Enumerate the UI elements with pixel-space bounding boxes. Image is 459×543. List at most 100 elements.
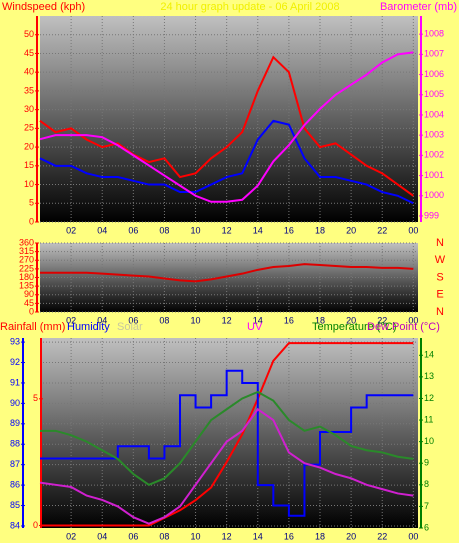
x-tick-label: 14 bbox=[253, 531, 263, 541]
x-tick-label: 04 bbox=[97, 531, 107, 541]
x-tick-label: 02 bbox=[66, 531, 76, 541]
y-tick-label: 315 bbox=[19, 246, 34, 256]
plot-area bbox=[40, 16, 418, 222]
y-tick-label: 0 bbox=[29, 306, 34, 316]
y-tick-label: 225 bbox=[19, 263, 34, 273]
y-tick-label: 15 bbox=[24, 160, 34, 170]
y-tick-label: 84 bbox=[10, 520, 20, 530]
y-tick-label: 9 bbox=[424, 458, 429, 468]
series-label: Solar bbox=[117, 321, 143, 333]
x-tick-label: 02 bbox=[66, 225, 76, 235]
y-tick-label: 270 bbox=[19, 255, 34, 265]
series-line bbox=[40, 342, 414, 527]
x-tick-label: 04 bbox=[97, 315, 107, 325]
y-tick-label: 93 bbox=[10, 336, 20, 346]
series-line bbox=[39, 119, 414, 205]
x-tick-label: 20 bbox=[346, 315, 356, 325]
y-tick-label: 88 bbox=[10, 439, 20, 449]
series-line bbox=[40, 390, 414, 486]
y-tick-label: 1008 bbox=[424, 29, 444, 39]
x-tick-label: 06 bbox=[128, 531, 138, 541]
x-tick-label: 22 bbox=[377, 531, 387, 541]
compass-label: W bbox=[435, 254, 446, 266]
x-tick-label: 20 bbox=[346, 531, 356, 541]
y-tick-label: 1007 bbox=[424, 49, 444, 59]
y-tick-label: 180 bbox=[19, 272, 34, 282]
y-tick-label: 5 bbox=[29, 198, 34, 208]
x-tick-label: 14 bbox=[253, 225, 263, 235]
y-tick-label: 1000 bbox=[424, 190, 444, 200]
y-tick-label: 1004 bbox=[424, 109, 444, 119]
y-tick-label: 1001 bbox=[424, 170, 444, 180]
y-tick-label: 1003 bbox=[424, 130, 444, 140]
series-label: Humidity bbox=[67, 321, 110, 333]
y-tick-label: 0 bbox=[29, 216, 34, 226]
series-line bbox=[40, 369, 414, 517]
y-tick-label: 14 bbox=[424, 350, 434, 360]
y-tick-label: 135 bbox=[19, 281, 34, 291]
compass-label: S bbox=[436, 271, 443, 283]
y-tick-label: 50 bbox=[24, 29, 34, 39]
x-tick-label: 16 bbox=[284, 531, 294, 541]
compass-label: N bbox=[436, 237, 444, 249]
series-line bbox=[39, 407, 414, 525]
y-tick-label: 87 bbox=[10, 459, 20, 469]
x-tick-label: 02 bbox=[66, 315, 76, 325]
compass-label: N bbox=[436, 306, 444, 318]
y-tick-label: 35 bbox=[24, 85, 34, 95]
y-tick-label: 45 bbox=[24, 48, 34, 58]
x-tick-label: 22 bbox=[377, 315, 387, 325]
y-tick-label: 90 bbox=[10, 398, 20, 408]
y-tick-label: 10 bbox=[24, 179, 34, 189]
y-tick-label: 12 bbox=[424, 393, 434, 403]
y-tick-label: 85 bbox=[10, 500, 20, 510]
y-tick-label: 90 bbox=[24, 289, 34, 299]
x-tick-label: 20 bbox=[346, 225, 356, 235]
x-tick-label: 06 bbox=[128, 225, 138, 235]
series-label: Rainfall (mm) bbox=[0, 321, 65, 333]
x-tick-label: 08 bbox=[159, 225, 169, 235]
y-tick-label: 92 bbox=[10, 357, 20, 367]
x-tick-label: 18 bbox=[315, 225, 325, 235]
x-tick-label: 06 bbox=[128, 315, 138, 325]
y-tick-label: 86 bbox=[10, 479, 20, 489]
y-tick-label: 10 bbox=[424, 436, 434, 446]
x-tick-label: 00 bbox=[408, 315, 418, 325]
x-tick-label: 08 bbox=[159, 531, 169, 541]
y-tick-label: 1006 bbox=[424, 69, 444, 79]
y-tick-label: 91 bbox=[10, 377, 20, 387]
x-tick-label: 10 bbox=[191, 531, 201, 541]
title: 24 hour graph update - 06 April 2008 bbox=[160, 1, 339, 13]
x-tick-label: 14 bbox=[253, 315, 263, 325]
x-tick-label: 00 bbox=[408, 225, 418, 235]
wind-label: Windspeed (kph) bbox=[2, 1, 85, 13]
x-tick-label: 04 bbox=[97, 225, 107, 235]
x-tick-label: 12 bbox=[222, 225, 232, 235]
plot-area bbox=[40, 338, 418, 528]
series-label: Temperature (°C) bbox=[312, 321, 396, 333]
compass-label: E bbox=[436, 289, 443, 301]
y-tick-label: 0 bbox=[33, 520, 38, 530]
x-tick-label: 12 bbox=[222, 315, 232, 325]
y-tick-label: 13 bbox=[424, 371, 434, 381]
y-tick-label: 11 bbox=[424, 414, 433, 424]
x-tick-label: 00 bbox=[408, 531, 418, 541]
y-tick-label: 8 bbox=[424, 479, 429, 489]
y-tick-label: 45 bbox=[24, 298, 34, 308]
x-tick-label: 16 bbox=[284, 225, 294, 235]
x-tick-label: 10 bbox=[191, 225, 201, 235]
y-tick-label: 360 bbox=[19, 237, 34, 247]
x-tick-label: 22 bbox=[377, 225, 387, 235]
y-tick-label: 40 bbox=[24, 67, 34, 77]
series-line bbox=[39, 55, 414, 197]
series-label: UV bbox=[247, 321, 263, 333]
x-tick-label: 18 bbox=[315, 315, 325, 325]
x-tick-label: 18 bbox=[315, 531, 325, 541]
y-tick-label: 5 bbox=[33, 393, 38, 403]
x-tick-label: 10 bbox=[191, 315, 201, 325]
series-line bbox=[40, 263, 414, 283]
x-tick-label: 12 bbox=[222, 531, 232, 541]
x-tick-label: 16 bbox=[284, 315, 294, 325]
y-tick-label: 20 bbox=[24, 141, 34, 151]
